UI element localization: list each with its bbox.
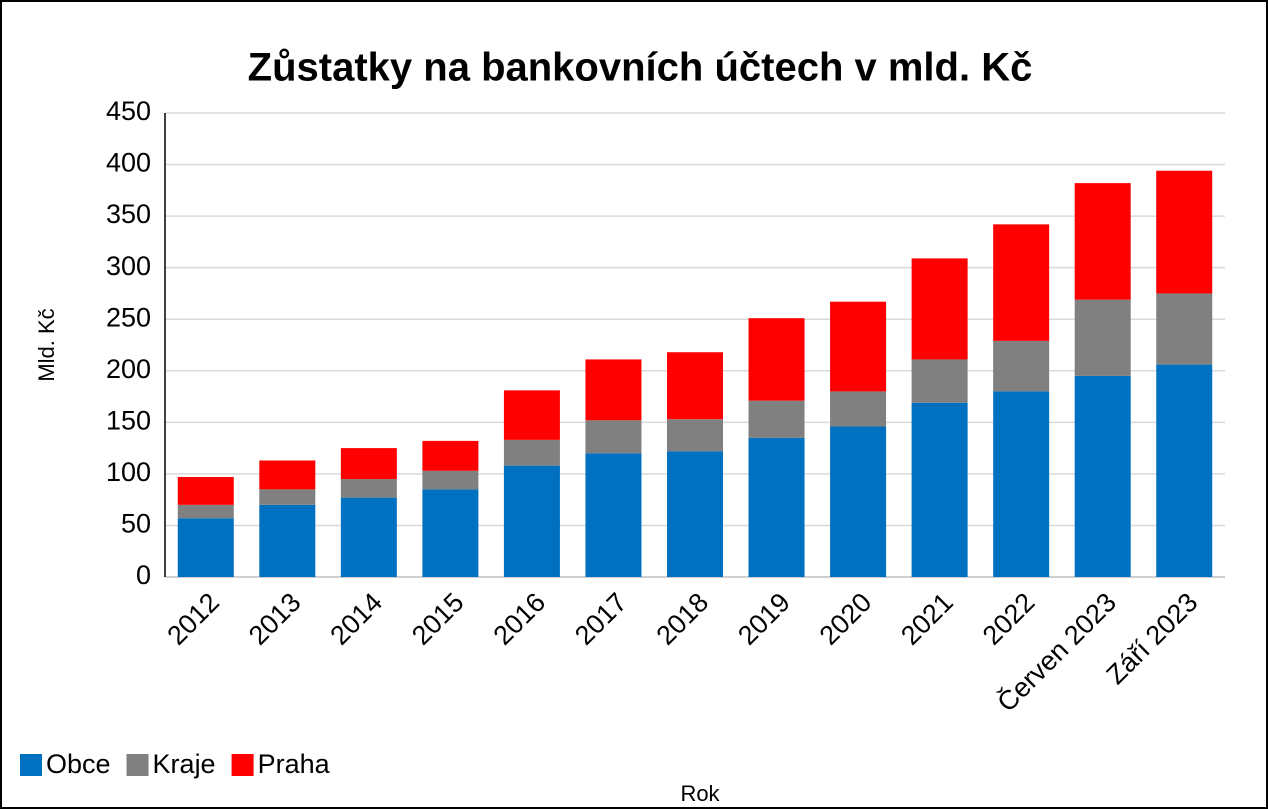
legend-label: Obce <box>46 749 111 779</box>
bar-segment <box>1074 183 1131 300</box>
legend-swatch <box>126 754 149 776</box>
bar-segment <box>1074 299 1131 376</box>
y-tick-label: 50 <box>121 509 151 539</box>
bar-segment <box>422 489 479 577</box>
bar-segment <box>993 224 1050 341</box>
y-tick-label: 350 <box>106 199 151 229</box>
bar-segment <box>177 476 234 505</box>
bar-segment <box>748 400 805 438</box>
bar-segment <box>422 440 479 471</box>
y-tick-label: 300 <box>106 251 151 281</box>
bar-segment <box>585 420 642 454</box>
bar-segment <box>911 258 968 360</box>
bar-segment <box>503 439 560 466</box>
bar-segment <box>340 479 397 498</box>
bar-segment <box>830 426 887 577</box>
bar-segment <box>1156 364 1213 577</box>
bar-segment <box>177 518 234 577</box>
bar-segment <box>259 504 316 577</box>
bar-segment <box>911 402 968 577</box>
y-tick-label: 450 <box>106 96 151 126</box>
bar-segment <box>830 391 887 427</box>
y-axis-label: Mld. Kč <box>34 308 59 381</box>
bar-segment <box>585 453 642 577</box>
bar-segment <box>340 448 397 480</box>
bar-segment <box>259 460 316 490</box>
y-tick-label: 400 <box>106 148 151 178</box>
bar-segment <box>177 504 234 519</box>
bar-segment <box>911 359 968 403</box>
bar-segment <box>993 340 1050 392</box>
chart-title: Zůstatky na bankovních účtech v mld. Kč <box>248 46 1033 90</box>
bar-segment <box>1156 293 1213 365</box>
bar-segment <box>667 352 723 420</box>
bar-segment <box>667 451 723 577</box>
bar-segment <box>1156 170 1213 294</box>
bar-segment <box>748 437 805 577</box>
bar-segment <box>993 391 1050 577</box>
legend-swatch <box>231 754 254 776</box>
legend-swatch <box>20 754 42 776</box>
bar-segment <box>503 465 560 577</box>
legend-label: Praha <box>258 749 331 779</box>
x-axis-label: Rok <box>680 781 720 806</box>
y-tick-label: 100 <box>106 457 151 487</box>
y-tick-label: 200 <box>106 354 151 384</box>
bar-segment <box>503 390 560 440</box>
bar-segment <box>1074 375 1131 577</box>
bar-segment <box>748 318 805 401</box>
bar-segment <box>259 489 316 505</box>
legend-label: Kraje <box>153 749 216 779</box>
bar-segment <box>830 301 887 392</box>
y-tick-label: 0 <box>136 560 151 590</box>
bar-segment <box>585 359 642 421</box>
y-tick-label: 250 <box>106 302 151 332</box>
bar-segment <box>422 470 479 490</box>
y-tick-label: 150 <box>106 405 151 435</box>
bar-segment <box>667 419 723 452</box>
bar-segment <box>340 497 397 577</box>
